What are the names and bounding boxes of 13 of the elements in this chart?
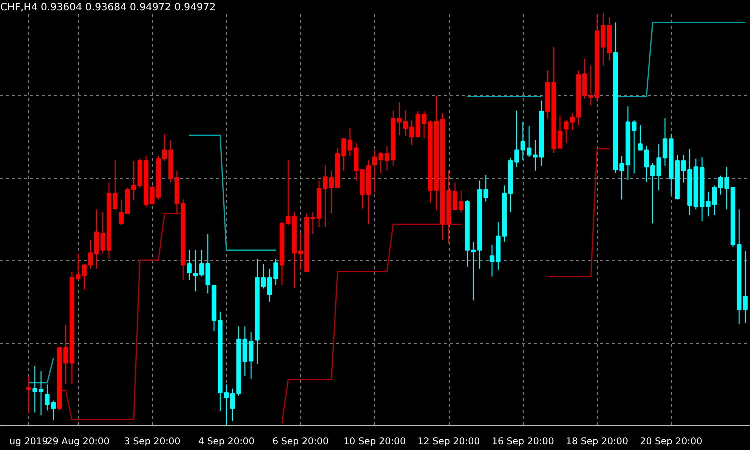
x-tick-label: 20 Sep 20:00 <box>640 436 703 448</box>
x-tick-label: 12 Sep 20:00 <box>418 436 480 448</box>
x-tick-label: 10 Sep 20:00 <box>344 436 406 448</box>
candlestick <box>26 376 32 414</box>
x-tick-label: 18 Sep 20:00 <box>566 436 628 448</box>
x-tick-label: 6 Sep 20:00 <box>272 436 329 448</box>
x-tick-label: 3 Sep 20:00 <box>124 436 181 448</box>
x-tick-label: 29 Aug 20:00 <box>46 436 110 448</box>
x-tick-label: 16 Sep 20:00 <box>492 436 554 448</box>
x-tick-label: ug 2019 <box>10 436 48 448</box>
chart-title: CHF,H4 0.93604 0.93684 0.94972 0.94972 <box>0 2 216 14</box>
x-tick-label: 4 Sep 20:00 <box>198 436 255 448</box>
candlestick <box>187 250 192 281</box>
